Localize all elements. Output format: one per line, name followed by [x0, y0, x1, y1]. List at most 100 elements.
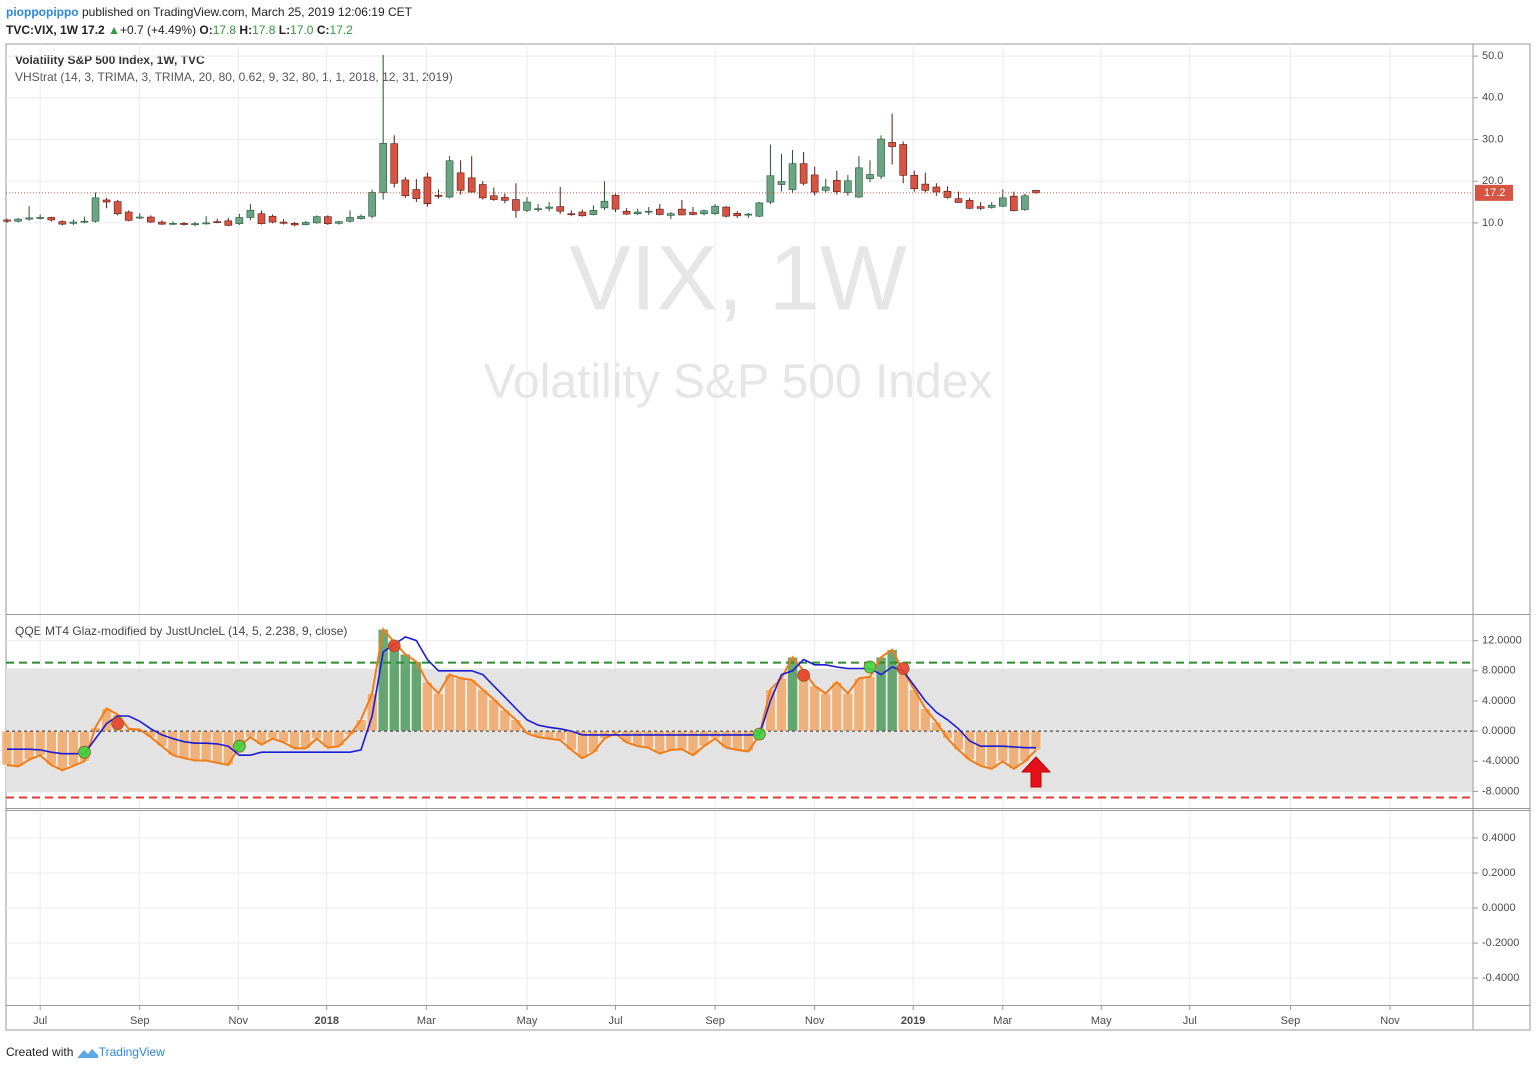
signal-dot: [863, 660, 877, 674]
band: [6, 668, 1473, 793]
histogram-bar: [643, 730, 654, 748]
histogram-bar: [986, 730, 997, 770]
histogram-bar: [831, 681, 843, 732]
candle-body: [700, 210, 708, 215]
candle-body: [180, 222, 188, 225]
histogram-bar: [57, 730, 68, 771]
candle-body: [733, 212, 742, 217]
histogram-bar: [267, 730, 278, 739]
candle-body: [744, 213, 753, 216]
candle-body: [943, 190, 952, 198]
histogram-bar: [455, 678, 466, 732]
candle-body: [755, 202, 764, 217]
candle-body: [534, 208, 542, 211]
annotation-arrow: [1021, 756, 1051, 788]
candle-body: [3, 219, 11, 222]
author[interactable]: pioppopippo: [6, 5, 79, 19]
candle-body: [998, 197, 1007, 207]
x-tick-label: Jul: [1183, 1015, 1197, 1027]
candle-body: [600, 200, 609, 209]
candle-body: [490, 195, 498, 200]
candle-body: [113, 201, 122, 215]
candle-body: [124, 211, 133, 221]
candle-body: [147, 216, 155, 223]
y-tick-label: 20.0: [1482, 175, 1503, 187]
histogram-bar: [864, 676, 876, 732]
price-label-box: [1475, 184, 1513, 201]
x-tick-label: May: [1091, 1015, 1112, 1027]
candle-body: [965, 200, 974, 209]
candle-body: [368, 192, 376, 217]
pane: [1, 615, 1473, 808]
ohlc: O:17.8 H:17.8 L:17.0 C:17.2: [199, 23, 352, 37]
y-tick-label: -0.4000: [1482, 972, 1519, 984]
histogram-bar: [34, 730, 46, 756]
candle-body: [412, 189, 421, 199]
candle-body: [235, 217, 244, 225]
candle-body: [158, 221, 166, 225]
watermark: VIX, 1W: [569, 227, 907, 329]
main-title: Volatility S&P 500 Index, 1W, TVC: [15, 53, 205, 67]
x-tick-label: 2018: [315, 1015, 339, 1027]
y-tick-label: 0.0000: [1482, 725, 1516, 737]
candle-body: [589, 210, 598, 215]
histogram-bar: [665, 730, 677, 751]
y-tick-label: 30.0: [1482, 133, 1503, 145]
histogram-bar: [466, 679, 477, 732]
candle-body: [14, 218, 22, 222]
candle-body: [135, 216, 144, 219]
candle-body: [257, 213, 266, 225]
candle-body: [456, 172, 465, 191]
header-line: pioppopippo published on TradingView.com…: [6, 5, 412, 19]
y-tick-label: -8.0000: [1482, 785, 1519, 797]
candle-body: [467, 177, 476, 193]
histogram-bar: [211, 730, 223, 764]
histogram-bar: [23, 730, 35, 760]
signal-dot: [896, 662, 910, 675]
x-tick-label: Nov: [228, 1015, 248, 1027]
signal-dot: [387, 639, 401, 653]
price-label: 17.2: [1484, 187, 1505, 199]
candle-body: [246, 210, 255, 218]
ohlc-label: L:: [278, 23, 291, 37]
candle-body: [622, 210, 631, 215]
candle-body: [777, 181, 786, 185]
pane: VIX, 1W Volatility S&P 500 Index: [3, 44, 1473, 614]
candle-body: [899, 144, 907, 176]
x-tick-label: May: [517, 1015, 538, 1027]
x-tick-label: 2019: [901, 1015, 925, 1027]
candle-body: [401, 179, 410, 197]
ohlc-label: C:: [316, 23, 330, 37]
candle-body: [567, 213, 576, 216]
candle-body: [976, 206, 985, 209]
frame: [5, 43, 1531, 1031]
ohlc-value: 17.8: [212, 23, 237, 37]
candle-body: [932, 186, 941, 193]
histogram-bar: [433, 693, 444, 732]
y-tick-label: 50.0: [1482, 50, 1503, 62]
candle-body: [877, 138, 885, 177]
candle-body: [888, 142, 896, 147]
candle-body: [810, 174, 819, 193]
candle-body: [611, 195, 620, 210]
histogram-bar: [875, 656, 887, 732]
candle-body: [954, 198, 963, 203]
histogram-bar: [400, 653, 411, 732]
histogram-bar: [68, 730, 79, 767]
candle-body: [312, 216, 321, 224]
histogram-bar: [388, 641, 400, 732]
signal-dot: [232, 739, 246, 753]
candle-body: [36, 217, 44, 219]
histogram-bar: [477, 689, 489, 732]
x-tick-label: Sep: [130, 1015, 150, 1027]
histogram-bar: [632, 730, 643, 747]
qqe-line: [6, 627, 1037, 772]
ohlc-value: 17.2: [329, 23, 353, 37]
candle-body: [910, 175, 919, 189]
histogram-bar: [46, 730, 57, 766]
candle-body: [711, 205, 719, 215]
candle-body: [69, 221, 78, 224]
y-tick-label: 0.0000: [1482, 902, 1516, 914]
candle-body: [478, 184, 487, 199]
